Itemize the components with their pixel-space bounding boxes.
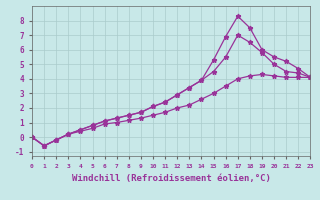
X-axis label: Windchill (Refroidissement éolien,°C): Windchill (Refroidissement éolien,°C) [72, 174, 271, 183]
